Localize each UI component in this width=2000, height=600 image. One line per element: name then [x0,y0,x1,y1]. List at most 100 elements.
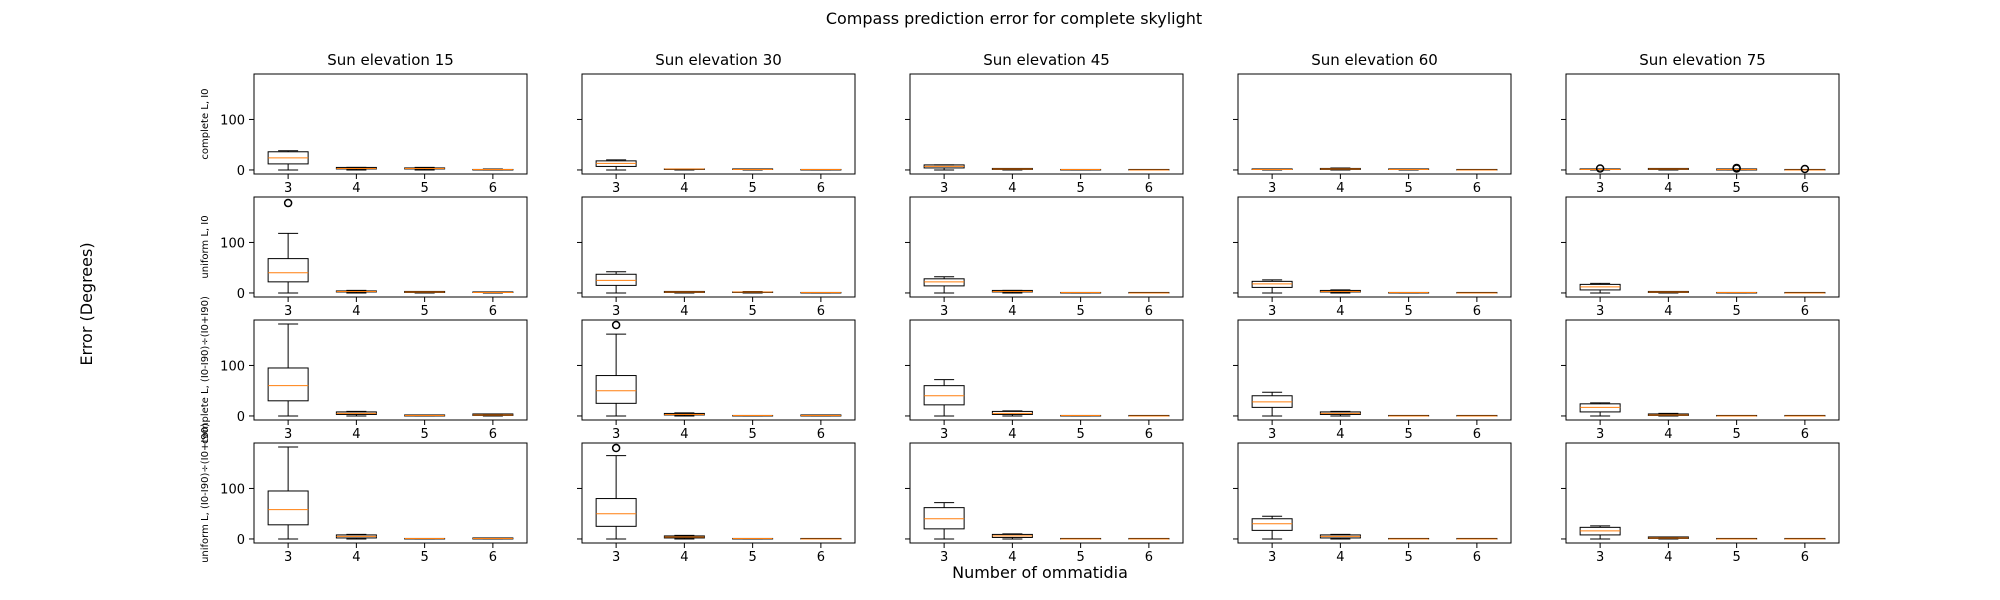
box-5 [1388,414,1430,417]
y-tick-label: 100 [220,482,245,497]
box-6 [800,291,842,294]
panel-r4-c3: 3 4 5 6 [905,442,1184,565]
x-tick-label: 3 [612,550,620,565]
x-tick-label: 4 [352,550,360,565]
panel-r2-c5: 3 4 5 6 [1561,196,1840,319]
y-tick-label: 0 [237,287,245,302]
panel-r1-c1: Sun elevation 15 complete L, I0 0 100 3 4 5 6 [200,51,528,196]
box-5 [1716,291,1758,294]
x-tick-label: 5 [1076,427,1084,442]
box-5 [1060,537,1102,540]
axes-frame [909,319,1184,421]
x-tick-label: 6 [1473,181,1481,196]
x-tick-label: 6 [489,427,497,442]
box-4 [663,534,705,540]
box-4 [1647,412,1689,417]
x-tick-label: 4 [1336,181,1344,196]
box-body [595,375,637,404]
outlier-point [1732,163,1741,173]
x-tick-label: 4 [680,304,688,319]
x-tick-label: 6 [817,550,825,565]
box-6 [1128,537,1170,540]
box-3 [267,446,309,540]
box-3 [1579,164,1621,173]
axes-frame [1237,73,1512,175]
panel-r4-c2: 3 4 5 6 [577,442,856,565]
x-tick-label: 5 [1732,304,1740,319]
box-5 [1060,291,1102,294]
x-tick-label: 5 [1404,304,1412,319]
axes-frame [1237,442,1512,544]
x-tick-label: 5 [1404,427,1412,442]
box-body [267,258,309,283]
x-tick-label: 6 [1801,304,1809,319]
box-body [923,385,965,406]
panel-r3-c2: 3 4 5 6 [577,319,856,442]
box-body [267,367,309,402]
box-4 [663,168,705,171]
box-4 [335,289,377,294]
x-tick-label: 6 [817,304,825,319]
box-6 [800,414,842,417]
x-tick-label: 6 [817,427,825,442]
row-label: uniform L, (I0-I90)÷(I0+I90) [200,423,211,563]
x-tick-label: 3 [1596,550,1604,565]
x-tick-label: 6 [489,550,497,565]
box-5 [1388,291,1430,294]
box-4 [991,410,1033,417]
box-4 [335,166,377,171]
box-5 [1388,537,1430,540]
axes-frame [1565,319,1840,421]
box-6 [1456,414,1498,417]
box-5 [732,168,774,171]
x-tick-label: 5 [748,427,756,442]
box-4 [663,290,705,294]
x-tick-label: 3 [1268,181,1276,196]
box-body [595,498,637,527]
box-body [1251,280,1293,288]
x-tick-label: 6 [489,304,497,319]
box-3 [923,276,965,294]
box-body [1579,403,1621,413]
outlier-point [1595,164,1605,173]
box-3 [1579,525,1621,540]
box-6 [1456,168,1498,171]
box-body [923,507,965,530]
x-tick-label: 3 [1268,550,1276,565]
x-tick-label: 3 [940,181,948,196]
x-tick-label: 6 [1801,427,1809,442]
x-tick-label: 5 [1732,427,1740,442]
box-3 [267,323,309,417]
row-label: complete L, (I0-I90)÷(I0+I90) [200,296,211,444]
x-tick-label: 3 [940,304,948,319]
outlier-point [611,443,621,453]
x-tick-label: 4 [1336,550,1344,565]
box-body [923,278,965,287]
box-6 [1784,537,1826,540]
axes-frame [1565,196,1840,298]
x-tick-label: 4 [352,304,360,319]
box-3 [595,271,637,294]
box-4 [991,533,1033,540]
y-tick-label: 100 [220,236,245,251]
outlier-point [1800,164,1810,174]
box-3 [595,159,637,171]
x-tick-label: 5 [1076,550,1084,565]
box-3 [1579,402,1621,417]
x-tick-label: 3 [940,550,948,565]
box-body [267,490,309,526]
x-tick-label: 3 [1596,181,1604,196]
axes-frame [581,196,856,298]
x-tick-label: 3 [1268,304,1276,319]
figure-x-axis-label: Number of ommatidia [952,563,1128,582]
x-tick-label: 3 [1596,427,1604,442]
box-4 [335,410,377,417]
box-5 [1716,414,1758,417]
y-tick-label: 100 [220,113,245,128]
column-title: Sun elevation 60 [1311,51,1438,69]
x-tick-label: 5 [1404,181,1412,196]
x-tick-label: 5 [1076,181,1084,196]
axes-frame [253,319,528,421]
box-3 [595,320,637,417]
